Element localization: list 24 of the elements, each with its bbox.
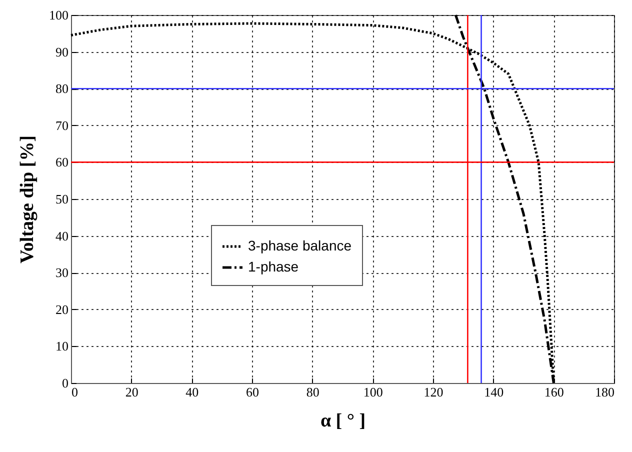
legend-label: 1-phase: [248, 258, 299, 274]
y-tick-label: 80: [56, 81, 68, 96]
x-tick-label: 120: [424, 384, 444, 400]
y-tick-label: 20: [56, 302, 68, 317]
x-tick-label: 80: [306, 384, 320, 400]
y-tick-label: 60: [56, 154, 68, 170]
x-tick-label: 100: [363, 384, 383, 400]
y-tick-label: 50: [56, 192, 68, 206]
x-tick-label: 60: [246, 384, 259, 400]
y-axis-title: Voltage dip [%]: [17, 135, 38, 264]
x-tick-label: 20: [125, 384, 138, 400]
y-tick-label: 30: [56, 265, 68, 280]
y-tick-label: 100: [49, 8, 68, 22]
x-tick-label: 0: [72, 384, 78, 400]
y-tick-label: 40: [56, 228, 68, 244]
x-tick-label: 180: [595, 384, 614, 400]
y-tick-label: 70: [56, 118, 68, 133]
x-tick-label: 160: [544, 384, 564, 400]
y-tick-label: 10: [56, 338, 68, 354]
legend-label: 3-phase balance: [248, 238, 352, 254]
y-tick-label: 90: [56, 44, 68, 60]
x-tick-label: 40: [186, 384, 199, 400]
x-axis-title: α [ ° ]: [320, 410, 366, 432]
x-tick-label: 140: [484, 384, 504, 400]
